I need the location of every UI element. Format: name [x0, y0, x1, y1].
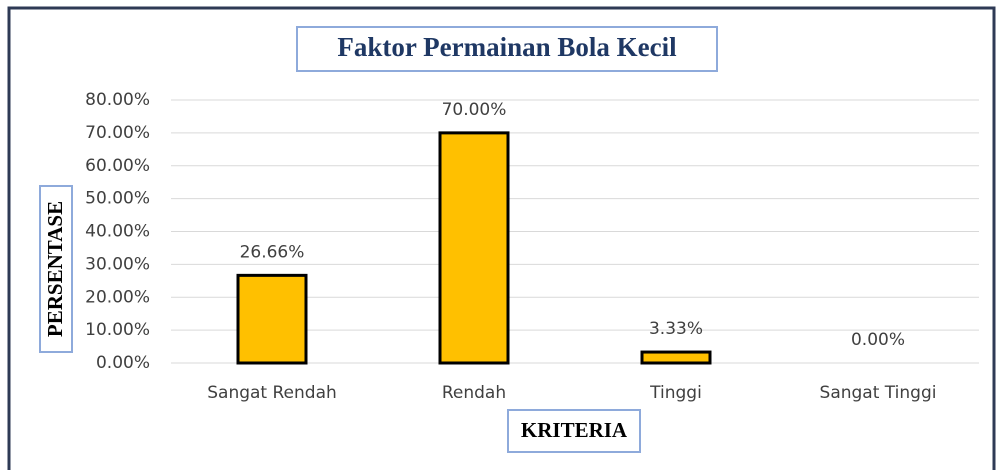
- bar: [438, 131, 510, 365]
- y-tick-label: 80.00%: [85, 90, 150, 110]
- y-tick-label: 10.00%: [85, 320, 150, 340]
- y-tick-label: 0.00%: [96, 353, 150, 373]
- x-tick-label: Tinggi: [649, 383, 702, 403]
- y-axis-label: PERSENTASE: [43, 201, 67, 337]
- x-tick-label: Sangat Tinggi: [820, 383, 937, 403]
- y-tick-label: 20.00%: [85, 287, 150, 307]
- y-tick-label: 70.00%: [85, 123, 150, 143]
- data-label: 26.66%: [240, 242, 305, 262]
- y-tick-label: 30.00%: [85, 254, 150, 274]
- title-box: [296, 26, 718, 72]
- bar: [640, 350, 712, 365]
- x-tick-label: Sangat Rendah: [207, 383, 337, 403]
- y-tick-label: 60.00%: [85, 156, 150, 176]
- x-tick-label: Rendah: [442, 383, 506, 403]
- x-axis-label: KRITERIA: [521, 418, 628, 442]
- data-label: 70.00%: [442, 100, 507, 120]
- x-label-box: [507, 409, 641, 453]
- y-tick-label: 50.00%: [85, 189, 150, 209]
- y-label-box: [39, 185, 73, 353]
- data-label: 0.00%: [851, 330, 905, 350]
- chart-title: Faktor Permainan Bola Kecil: [337, 32, 677, 62]
- data-label: 3.33%: [649, 319, 703, 339]
- y-tick-label: 40.00%: [85, 222, 150, 242]
- bar: [236, 273, 308, 365]
